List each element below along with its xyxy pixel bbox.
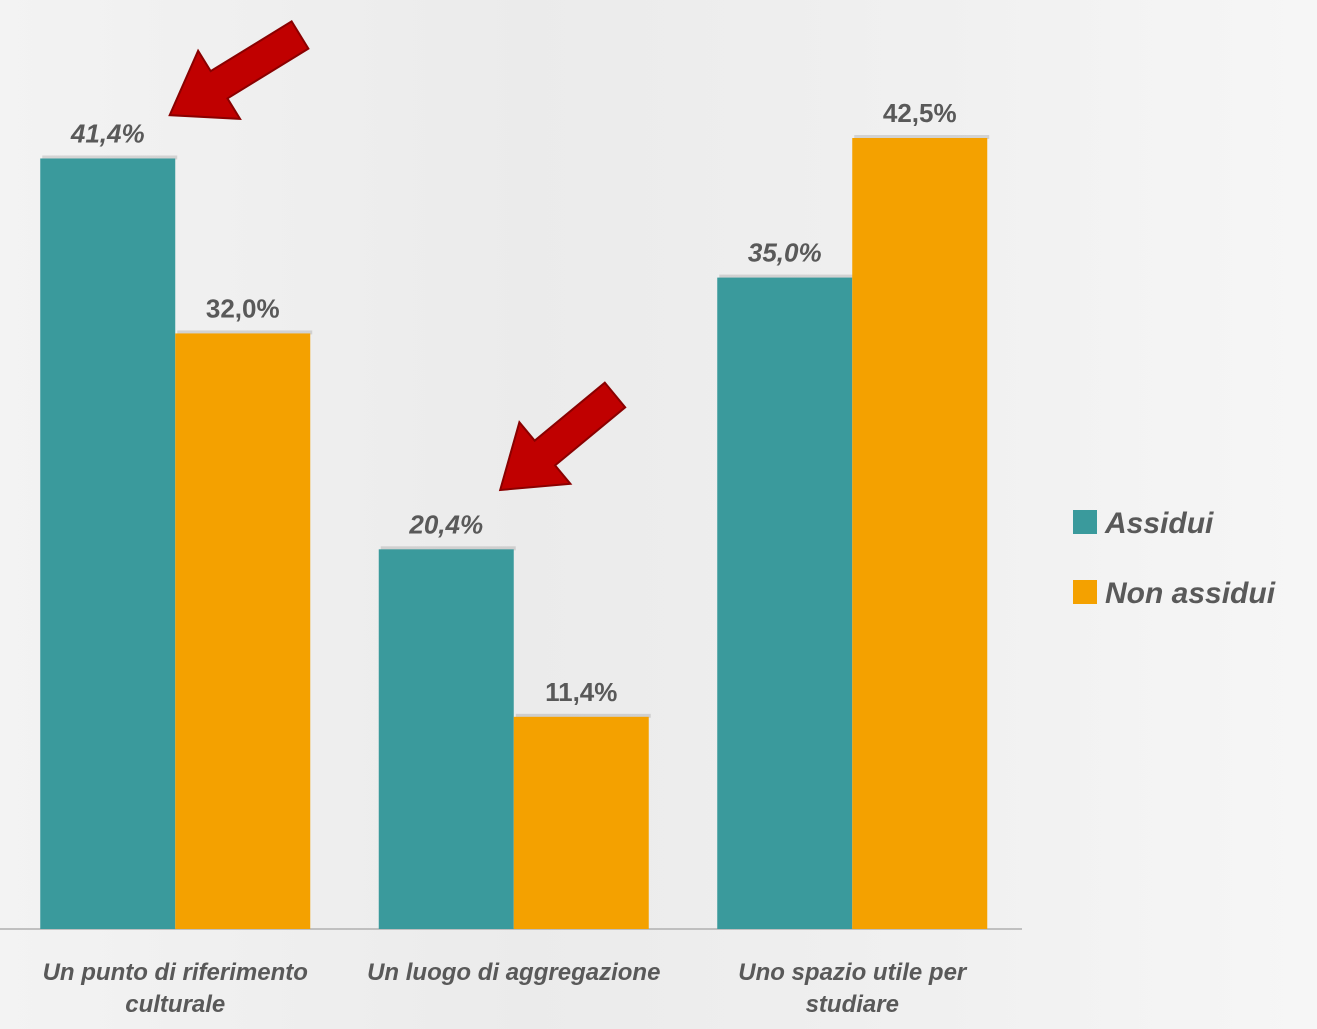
x-tick-label: Un punto di riferimento culturale [15,957,335,1021]
legend-swatch [1073,510,1097,534]
bar [717,278,852,929]
data-label: 35,0% [748,238,822,268]
legend-label: Non assidui [1105,577,1276,610]
data-label: 42,5% [883,98,957,128]
bar [40,158,175,929]
data-label: 20,4% [408,509,483,539]
chart: 41,4% 32,0% 20,4% 11,4% 35,0% 42,5% Assidui Non… [0,0,1317,1029]
bar [514,717,649,929]
data-label: 32,0% [206,293,280,323]
x-tick-label: Uno spazio utile per studiare [692,957,1012,1021]
legend-label: Assidui [1104,507,1214,540]
bar [852,138,987,929]
x-tick-label: Un luogo di aggregazione [354,957,674,989]
bar [379,549,514,929]
legend-swatch [1073,580,1097,604]
highlight-arrow [475,364,641,521]
data-label: 11,4% [545,677,617,707]
bar [175,333,310,929]
data-label: 41,4% [70,118,145,148]
page: {"chart_data": {"type": "bar", "categori… [0,0,1317,1029]
highlight-arrow [149,1,321,149]
